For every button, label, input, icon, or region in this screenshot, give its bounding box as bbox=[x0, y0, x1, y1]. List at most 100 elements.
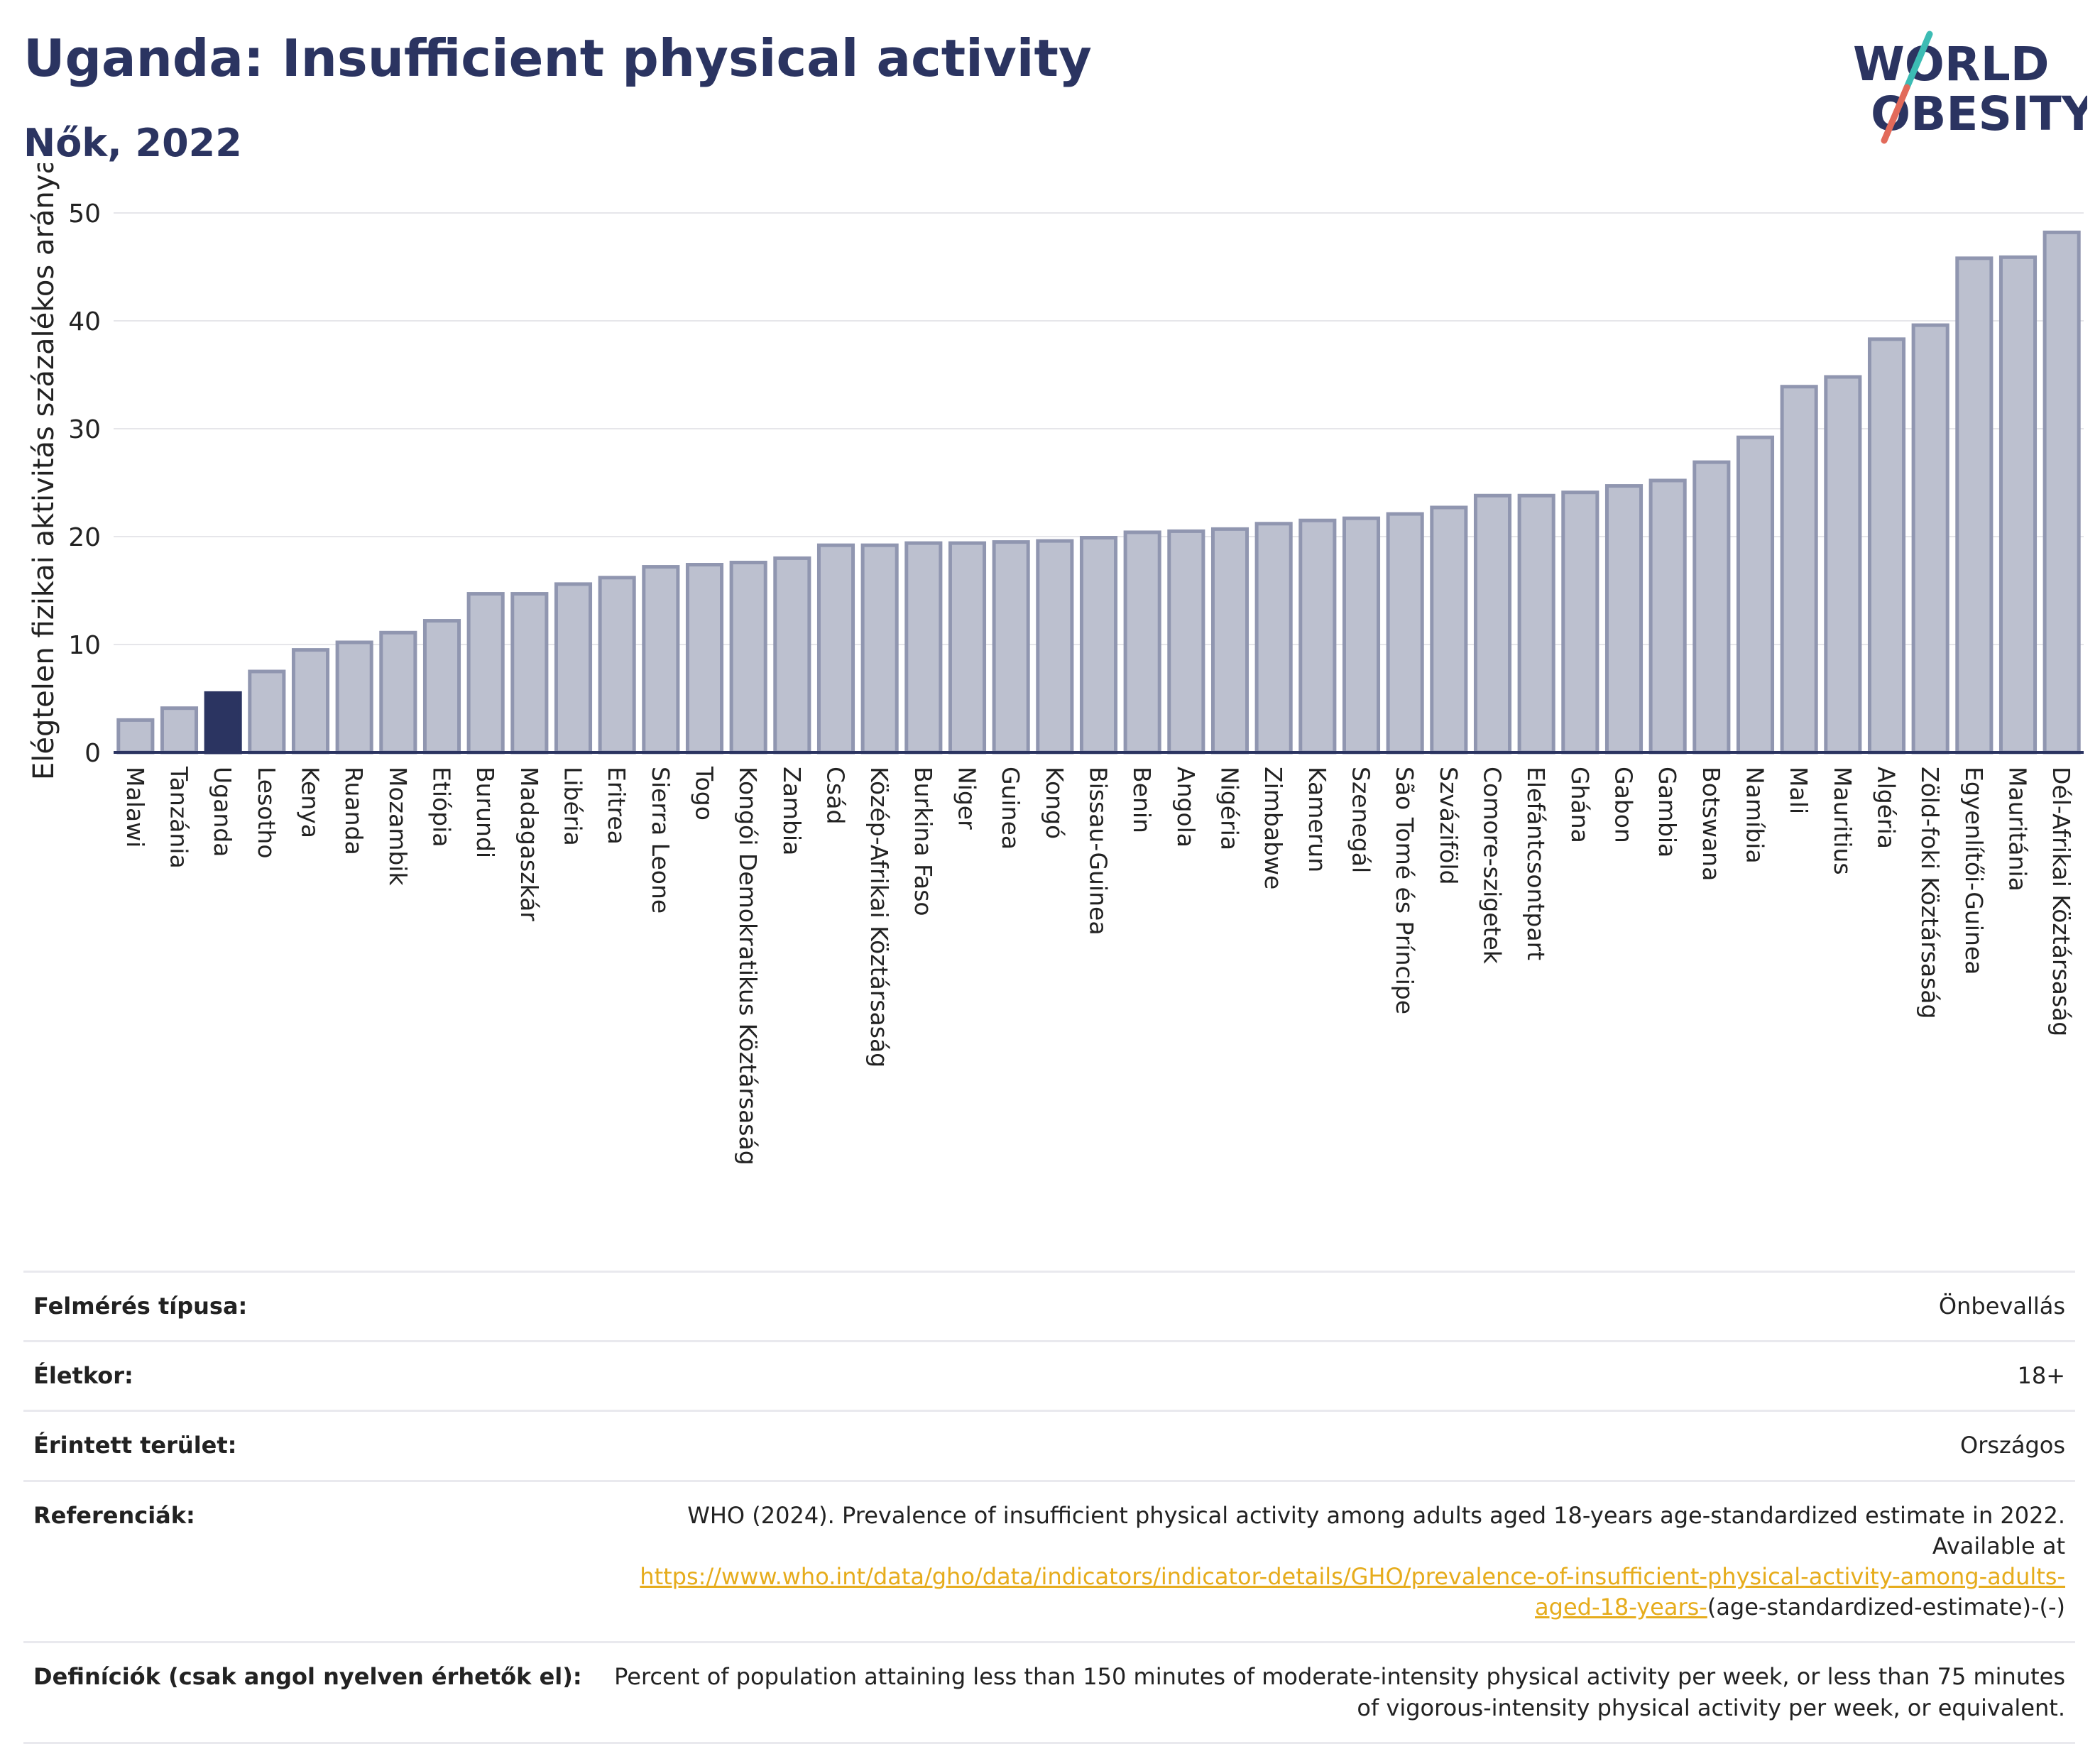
logo-slash-teal bbox=[1903, 31, 1933, 91]
info-table: Felmérés típusa: Önbevallás Életkor: 18+… bbox=[23, 1270, 2075, 1744]
x-tick-label: Zöld-foki Köztársaság bbox=[1916, 767, 1944, 1019]
bar bbox=[1561, 490, 1599, 755]
y-tick-label: 50 bbox=[68, 199, 101, 229]
survey-type-value: Önbevallás bbox=[597, 1270, 2075, 1342]
bar bbox=[816, 543, 855, 755]
x-tick-label: Mali bbox=[1785, 767, 1812, 814]
x-tick-label: Kamerun bbox=[1303, 767, 1331, 872]
bar bbox=[1342, 516, 1381, 755]
x-tick-label: Uganda bbox=[209, 767, 236, 857]
x-tick-label: Benin bbox=[1128, 767, 1156, 833]
x-tick-label: Etiópia bbox=[428, 767, 456, 848]
info-row-age: Életkor: 18+ bbox=[23, 1340, 2075, 1411]
y-tick-label: 10 bbox=[68, 631, 101, 660]
bar bbox=[685, 563, 724, 755]
references-link[interactable]: https://www.who.int/data/gho/data/indica… bbox=[640, 1562, 2065, 1621]
bar bbox=[1824, 375, 1862, 755]
logo-slash-coral bbox=[1881, 84, 1910, 144]
x-tick-label: Comore-szigetek bbox=[1479, 767, 1506, 965]
x-tick-label: Tanzánia bbox=[165, 766, 193, 869]
x-tick-label: Togo bbox=[691, 766, 718, 821]
age-value: 18+ bbox=[597, 1340, 2075, 1411]
bar bbox=[904, 541, 943, 755]
bar bbox=[1692, 460, 1731, 755]
x-tick-label: Bissau-Guinea bbox=[1085, 767, 1112, 936]
references-label: Referenciák: bbox=[23, 1479, 597, 1642]
x-tick-label: Csád bbox=[822, 767, 850, 824]
definitions-value: Percent of population attaining less tha… bbox=[597, 1641, 2075, 1744]
x-tick-label: Zimbabwe bbox=[1259, 767, 1287, 889]
x-tick-label: Mozambik bbox=[384, 767, 412, 886]
bar bbox=[992, 540, 1030, 755]
x-tick-label: Libéria bbox=[559, 767, 587, 846]
x-tick-label: Gabon bbox=[1610, 767, 1638, 843]
page-title: Uganda: Insufficient physical activity bbox=[23, 28, 1092, 88]
bar bbox=[1079, 536, 1118, 755]
references-text: WHO (2024). Prevalence of insufficient p… bbox=[687, 1501, 2065, 1559]
y-tick-label: 30 bbox=[68, 415, 101, 444]
y-axis-title: Elégtelen fizikai aktivitás százalékos a… bbox=[28, 163, 60, 780]
bar bbox=[1867, 337, 1906, 755]
y-axis-ticks: 0 10 20 30 40 50 bbox=[68, 199, 101, 768]
x-tick-label: Kongó bbox=[1041, 767, 1068, 839]
x-tick-label: Közép-Afrikai Köztársaság bbox=[865, 767, 893, 1068]
info-row-references: Referenciák: WHO (2024). Prevalence of i… bbox=[23, 1479, 2075, 1642]
x-tick-label: São Tomé és Príncipe bbox=[1391, 767, 1418, 1014]
bar bbox=[1998, 255, 2038, 755]
x-tick-label: Mauritius bbox=[1829, 767, 1856, 875]
bar bbox=[1911, 323, 1949, 755]
bar bbox=[1430, 505, 1468, 755]
x-tick-label: Kenya bbox=[297, 767, 324, 838]
bar bbox=[2042, 230, 2081, 755]
x-axis-labels: Malawi Tanzánia Uganda Lesotho Kenya Ruanda Mo… bbox=[121, 766, 2075, 1166]
x-tick-label: Gambia bbox=[1653, 767, 1681, 857]
bar bbox=[598, 576, 636, 755]
bar bbox=[729, 560, 767, 755]
bar bbox=[1648, 478, 1687, 755]
x-tick-label: Madagaszkár bbox=[515, 767, 543, 921]
references-suffix: (age-standardized-estimate)-(-) bbox=[1707, 1594, 2065, 1621]
x-tick-label: Ruanda bbox=[340, 767, 368, 855]
x-tick-label: Angola bbox=[1172, 767, 1200, 848]
bar-chart: 0 10 20 30 40 50 Malawi Tanzánia Uganda Lesotho K… bbox=[28, 163, 2084, 1166]
bar bbox=[1386, 512, 1424, 755]
bar bbox=[116, 718, 155, 755]
bar bbox=[422, 619, 461, 755]
bar bbox=[554, 582, 593, 755]
bar bbox=[860, 543, 899, 755]
x-tick-label: Burkina Faso bbox=[909, 767, 937, 916]
x-tick-label: Szenegál bbox=[1347, 767, 1375, 873]
age-label: Életkor: bbox=[23, 1340, 597, 1411]
bar bbox=[642, 565, 680, 755]
x-tick-label: Egyenlítői-Guinea bbox=[1960, 767, 1988, 975]
x-tick-label: Guinea bbox=[997, 767, 1024, 850]
definitions-label: Definíciók (csak angol nyelven érhetők e… bbox=[23, 1641, 597, 1744]
x-tick-label: Lesotho bbox=[253, 767, 280, 859]
bar bbox=[1123, 530, 1161, 755]
y-tick-label: 40 bbox=[68, 307, 101, 336]
bar bbox=[1604, 484, 1644, 755]
x-tick-label: Burundi bbox=[471, 767, 499, 858]
bar bbox=[248, 669, 286, 755]
x-tick-label: Dél-Afrikai Köztársaság bbox=[2047, 767, 2075, 1036]
x-tick-label: Niger bbox=[953, 767, 981, 830]
y-tick-label: 0 bbox=[84, 739, 101, 768]
survey-type-label: Felmérés típusa: bbox=[23, 1270, 597, 1342]
bar bbox=[1254, 522, 1293, 755]
info-row-survey-type: Felmérés típusa: Önbevallás bbox=[23, 1270, 2075, 1342]
info-row-area: Érintett terület: Országos bbox=[23, 1410, 2075, 1481]
x-tick-label: Kongói Demokratikus Köztársaság bbox=[734, 767, 762, 1166]
bar bbox=[204, 691, 242, 755]
area-value: Országos bbox=[597, 1410, 2075, 1481]
x-tick-label: Ghána bbox=[1566, 767, 1594, 843]
bar bbox=[1736, 435, 1775, 755]
x-tick-label: Algéria bbox=[1873, 767, 1901, 849]
bar bbox=[1473, 493, 1512, 755]
bar bbox=[1298, 518, 1337, 755]
x-tick-label: Sierra Leone bbox=[647, 767, 674, 914]
bar bbox=[510, 592, 549, 755]
x-tick-label: Elefántcsontpart bbox=[1522, 767, 1550, 960]
x-tick-label: Nigéria bbox=[1216, 767, 1244, 850]
bar bbox=[160, 706, 199, 755]
bar bbox=[466, 592, 505, 755]
